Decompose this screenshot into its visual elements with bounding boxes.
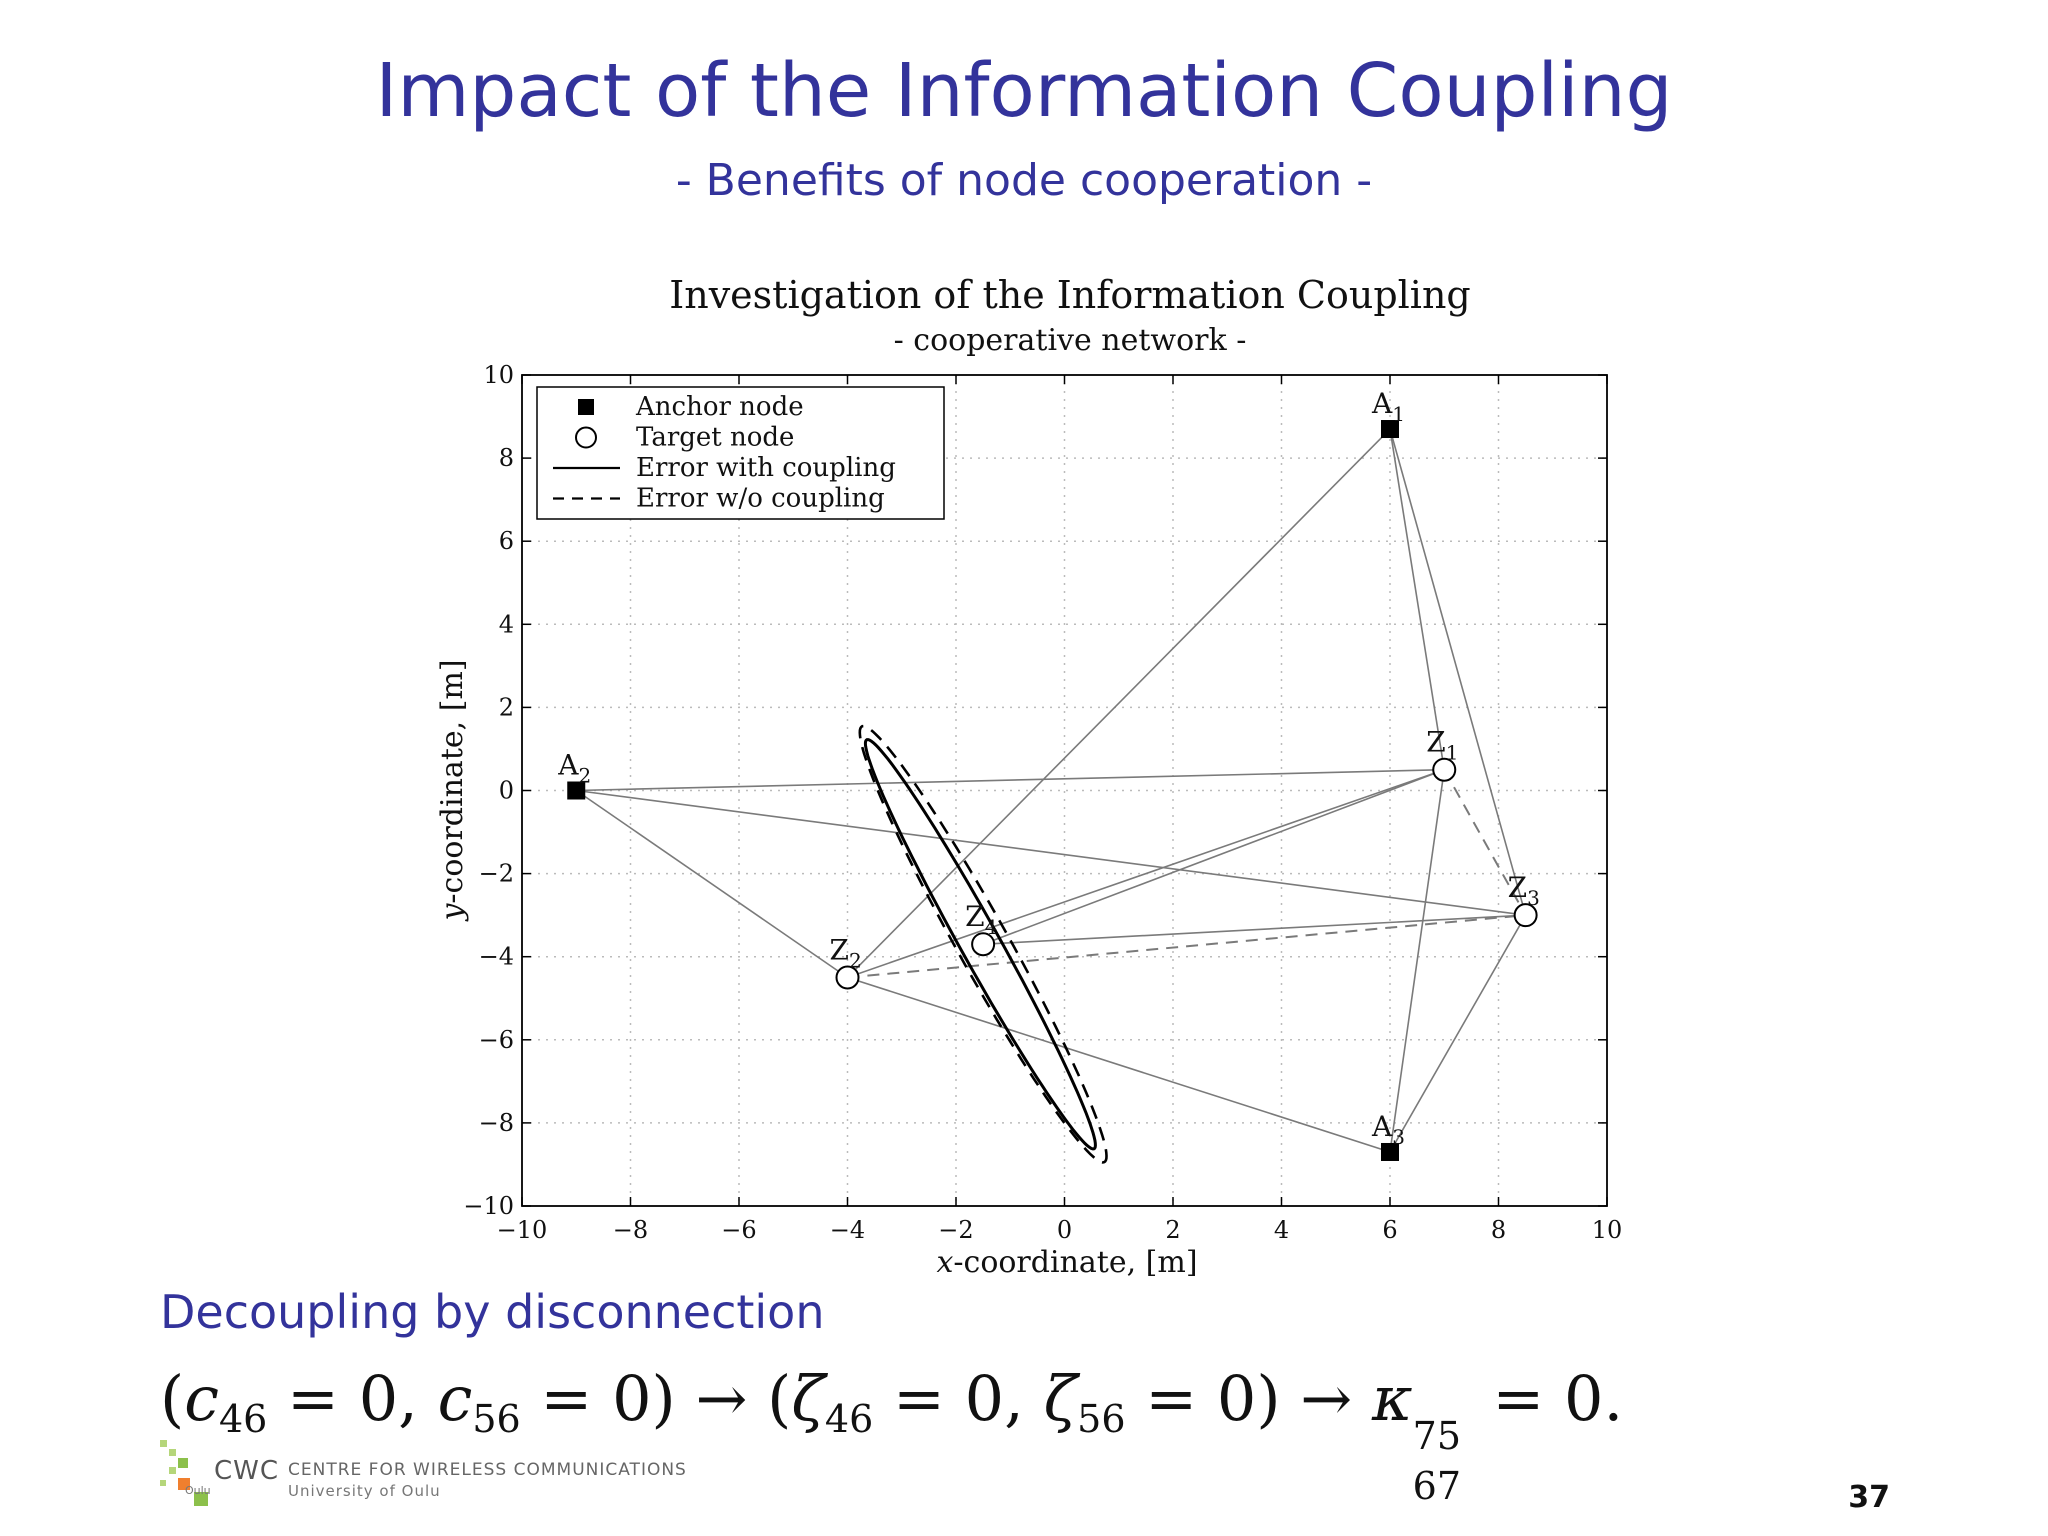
x-tick-label: −2: [938, 1216, 973, 1244]
y-tick-label: 8: [499, 444, 514, 472]
anchor-marker: [1381, 420, 1399, 439]
plot-area: −10 −8 −6 −4 −2 0 2 4 6 8 10−10−8−6−4−20246810A1A2…: [463, 361, 1622, 1244]
target-marker: [971, 932, 996, 957]
x-tick-label: 4: [1274, 1216, 1289, 1244]
x-tick-label: 6: [1382, 1216, 1397, 1244]
y-tick-label: 0: [499, 777, 514, 805]
legend-entry-label: Anchor node: [635, 392, 804, 422]
link-solid: [575, 789, 848, 979]
x-axis-label: x-coordinate, [m]: [936, 1245, 1197, 1280]
x-tick-label: 10: [1592, 1216, 1623, 1244]
legend-entry-label: Error w/o coupling: [636, 484, 885, 514]
y-tick-label: −2: [479, 860, 514, 888]
cwc-logo: CWC Oulu CENTRE FOR WIRELESS COMMUNICATI…: [160, 1440, 700, 1510]
y-tick-label: 2: [499, 693, 514, 721]
link-solid: [576, 789, 1526, 916]
slide-title: Impact of the Information Coupling: [375, 48, 1673, 134]
error-ellipse-without-coupling: [858, 724, 1108, 1164]
cwc-logo-mark: [160, 1440, 208, 1506]
link-solid: [982, 768, 1445, 945]
anchor-marker: [567, 781, 586, 800]
link-dashed: [847, 914, 1526, 979]
link-solid: [983, 914, 1526, 946]
target-marker: [835, 965, 860, 990]
link-solid: [847, 768, 1445, 979]
chart-title: Investigation of the Information Couplin…: [669, 273, 1471, 317]
y-tick-label: 6: [499, 527, 514, 555]
legend-entry-label: Error with coupling: [636, 453, 896, 483]
logo-city: Oulu: [185, 1484, 211, 1497]
logo-centre-name: CENTRE FOR WIRELESS COMMUNICATIONS: [288, 1460, 687, 1480]
target-marker: [1513, 903, 1538, 928]
anchor-marker: [1381, 1142, 1399, 1161]
y-tick-label: 4: [499, 610, 514, 638]
link-solid: [1389, 914, 1527, 1153]
y-tick-label: −4: [479, 943, 514, 971]
link-solid: [846, 428, 1391, 979]
logo-university: University of Oulu: [288, 1482, 441, 1500]
x-tick-label: 8: [1491, 1216, 1506, 1244]
section-heading: Decoupling by disconnection: [160, 1285, 825, 1339]
link-solid: [847, 976, 1391, 1153]
decoupling-equation: (c46 = 0, c56 = 0) → (ζ46 = 0, ζ56 = 0) …: [160, 1362, 1624, 1508]
legend-anchor-marker: [578, 399, 594, 415]
legend-entry-label: Target node: [636, 423, 794, 453]
y-tick-label: 10: [483, 361, 514, 389]
target-marker: [1432, 757, 1457, 782]
error-ellipse-with-coupling: [863, 738, 1097, 1151]
link-solid: [1389, 428, 1527, 916]
link-dashed: [1443, 769, 1527, 916]
y-tick-label: −6: [479, 1026, 514, 1054]
x-tick-label: −8: [613, 1216, 648, 1244]
chart-subtitle: - cooperative network -: [894, 323, 1247, 358]
x-tick-label: −10: [497, 1216, 548, 1244]
link-solid: [576, 768, 1445, 792]
logo-abbrev: CWC: [214, 1456, 280, 1486]
page-number: 37: [1848, 1480, 1890, 1515]
x-tick-label: 2: [1165, 1216, 1180, 1244]
x-tick-label: −4: [830, 1216, 865, 1244]
slide-subtitle: - Benefits of node cooperation -: [675, 155, 1373, 206]
y-tick-label: −8: [479, 1109, 514, 1137]
legend-target-marker: [575, 426, 597, 449]
link-solid: [1389, 428, 1446, 770]
x-tick-label: −6: [721, 1216, 756, 1244]
link-solid: [1389, 769, 1446, 1153]
y-tick-label: −10: [463, 1192, 514, 1220]
x-tick-label: 0: [1057, 1216, 1072, 1244]
legend-box: [536, 386, 945, 520]
y-axis-label: y-coordinate, [m]: [435, 659, 470, 922]
